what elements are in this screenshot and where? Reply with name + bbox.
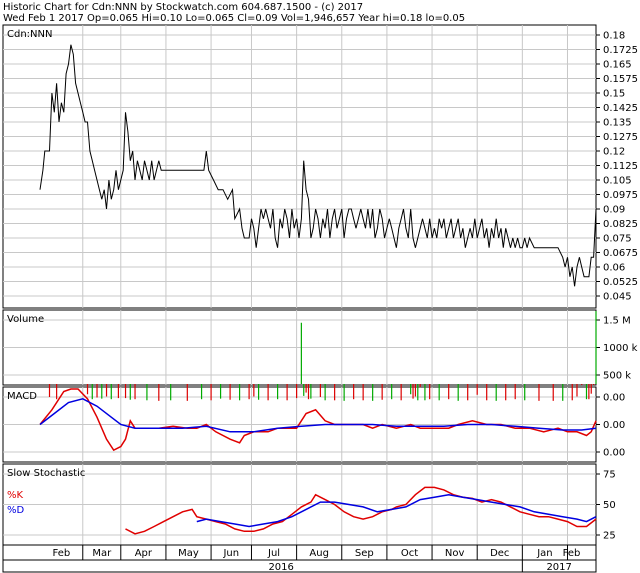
y-tick-label: 0.00 bbox=[603, 448, 625, 459]
x-tick-label: Mar bbox=[92, 548, 112, 559]
y-tick-label: 75 bbox=[603, 470, 616, 481]
y-tick-label: 0.1275 bbox=[603, 132, 638, 143]
header-line-1: Historic Chart for Cdn:NNN by Stockwatch… bbox=[3, 2, 363, 13]
x-tick-label: Jan bbox=[536, 548, 552, 559]
legend-d: %D bbox=[7, 505, 25, 516]
y-tick-label: 0.09 bbox=[603, 205, 625, 216]
macd-signal-line bbox=[39, 398, 597, 433]
y-tick-label: 0.165 bbox=[603, 60, 632, 71]
y-tick-label: 0.105 bbox=[603, 176, 632, 187]
x-tick-label: Jun bbox=[222, 548, 239, 559]
x-tick-label: Dec bbox=[490, 548, 509, 559]
header-line-2: Wed Feb 1 2017 Op=0.065 Hi=0.10 Lo=0.065… bbox=[3, 13, 465, 24]
y-tick-label: 0.0675 bbox=[603, 248, 638, 259]
x-tick-label: Feb bbox=[53, 548, 71, 559]
x-tick-label: Oct bbox=[401, 548, 418, 559]
y-tick-label: 0.075 bbox=[603, 234, 632, 245]
year-label: 2017 bbox=[546, 562, 571, 573]
y-tick-label: 0.1725 bbox=[603, 45, 638, 56]
y-tick-label: 0.15 bbox=[603, 89, 625, 100]
stoch-k-line bbox=[125, 486, 597, 535]
y-tick-label: 0.18 bbox=[603, 31, 625, 42]
x-tick-label: Feb bbox=[563, 548, 581, 559]
panel-title-stochastic: Slow Stochastic bbox=[7, 468, 85, 479]
x-tick-label: Apr bbox=[135, 548, 153, 559]
year-label: 2016 bbox=[268, 562, 293, 573]
y-tick-label: 1.5 M bbox=[603, 316, 631, 327]
y-tick-label: 0.1425 bbox=[603, 103, 638, 114]
y-tick-label: 500 k bbox=[603, 371, 631, 382]
x-tick-label: Jul bbox=[267, 548, 280, 559]
price-series-line bbox=[39, 44, 597, 287]
y-tick-label: 0.0525 bbox=[603, 277, 638, 288]
panel-title-volume: Volume bbox=[7, 314, 44, 325]
x-tick-label: Sep bbox=[355, 548, 374, 559]
stoch-d-line bbox=[196, 493, 597, 528]
x-tick-label: May bbox=[178, 548, 199, 559]
y-tick-label: 1000 k bbox=[603, 343, 638, 354]
panel-frame-price bbox=[2, 24, 597, 309]
x-tick-label: Nov bbox=[445, 548, 465, 559]
panel-title-price: Cdn:NNN bbox=[7, 29, 52, 40]
y-tick-label: 0.0825 bbox=[603, 219, 638, 230]
x-tick-label: Aug bbox=[309, 548, 329, 559]
y-tick-label: 0.06 bbox=[603, 263, 625, 274]
y-tick-label: 0.045 bbox=[603, 292, 632, 303]
y-tick-label: 0.1125 bbox=[603, 161, 638, 172]
legend-k: %K bbox=[7, 490, 24, 501]
y-tick-label: 0.00 bbox=[603, 420, 625, 431]
x-axis-frame bbox=[2, 544, 597, 573]
y-tick-label: 0.1575 bbox=[603, 74, 638, 85]
y-tick-label: 0.12 bbox=[603, 147, 625, 158]
panel-title-macd: MACD bbox=[7, 391, 37, 402]
y-tick-label: 50 bbox=[603, 500, 616, 511]
y-tick-label: 25 bbox=[603, 531, 616, 542]
y-tick-label: 0.0975 bbox=[603, 190, 638, 201]
y-tick-label: 0.135 bbox=[603, 118, 632, 129]
y-tick-label: 0.00 bbox=[603, 393, 625, 404]
